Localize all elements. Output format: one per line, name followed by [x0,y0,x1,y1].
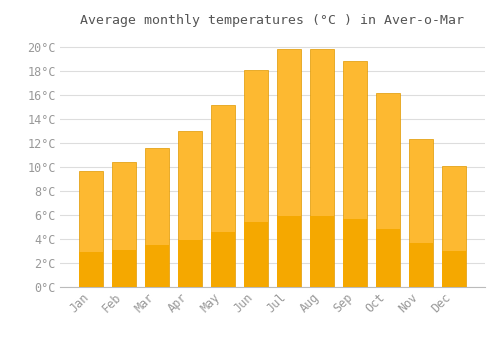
Bar [244,70,268,287]
Bar [310,216,334,287]
Bar [409,243,432,287]
Bar [80,252,103,287]
Title: Average monthly temperatures (°C ) in Aver-o-Mar: Average monthly temperatures (°C ) in Av… [80,14,464,27]
Bar [80,170,103,287]
Bar [112,162,136,287]
Bar [112,250,136,287]
Bar [146,148,169,287]
Bar [376,229,400,287]
Bar [211,105,235,287]
Bar [146,245,169,287]
Bar [244,222,268,287]
Bar [178,131,202,287]
Bar [409,139,432,287]
Bar [277,216,301,287]
Bar [178,240,202,287]
Bar [376,93,400,287]
Bar [442,166,466,287]
Bar [211,232,235,287]
Bar [310,49,334,287]
Bar [343,61,367,287]
Bar [277,49,301,287]
Bar [442,251,466,287]
Bar [343,219,367,287]
